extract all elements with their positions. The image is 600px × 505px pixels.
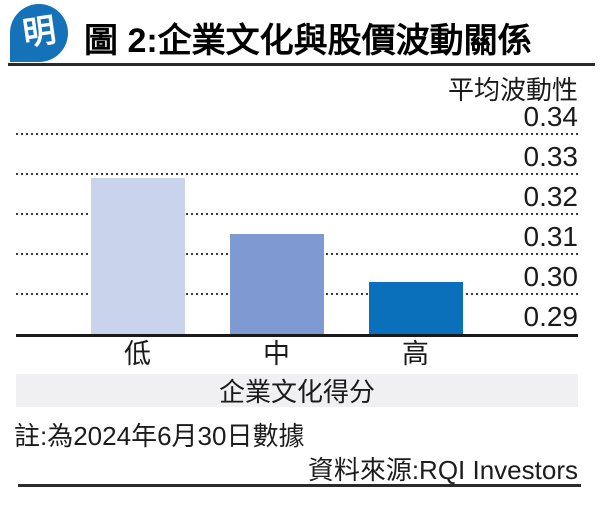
x-category-label-低: 低 [124,339,151,369]
y-tick-label-0.30: 0.30 [523,260,579,292]
y-tick-label-0.33: 0.33 [523,140,579,172]
gridline-0.33 [16,172,578,175]
bar-中 [229,233,324,334]
header-divider [8,63,595,66]
bar-低 [90,177,185,334]
chart-note: 註:為2024年6月30日數據 [14,421,305,451]
bar-高 [368,281,463,334]
y-tick-label-0.29: 0.29 [523,300,579,332]
footer-divider [18,484,581,487]
y-tick-label-0.34: 0.34 [523,100,579,132]
y-tick-label-0.32: 0.32 [523,180,579,212]
gridline-0.34 [16,132,578,135]
chart-source: 資料來源:RQI Investors [307,455,578,485]
x-axis-title: 企業文化得分 [218,377,375,407]
x-axis-title-band: 企業文化得分 [16,374,578,407]
mingpao-logo: 明 [10,4,68,62]
bar-chart-plot-area: 平均波動性 0.34 0.33 0.32 0.31 0.30 0.29 低 中 高 [16,75,579,369]
chart-title: 圖 2:企業文化與股價波動關係 [84,22,532,60]
y-axis-title: 平均波動性 [447,75,578,105]
y-tick-label-0.31: 0.31 [523,220,579,252]
x-category-label-高: 高 [402,339,429,369]
x-category-label-中: 中 [263,339,290,369]
x-axis-line [16,333,578,337]
gridline-0.32 [16,212,578,215]
